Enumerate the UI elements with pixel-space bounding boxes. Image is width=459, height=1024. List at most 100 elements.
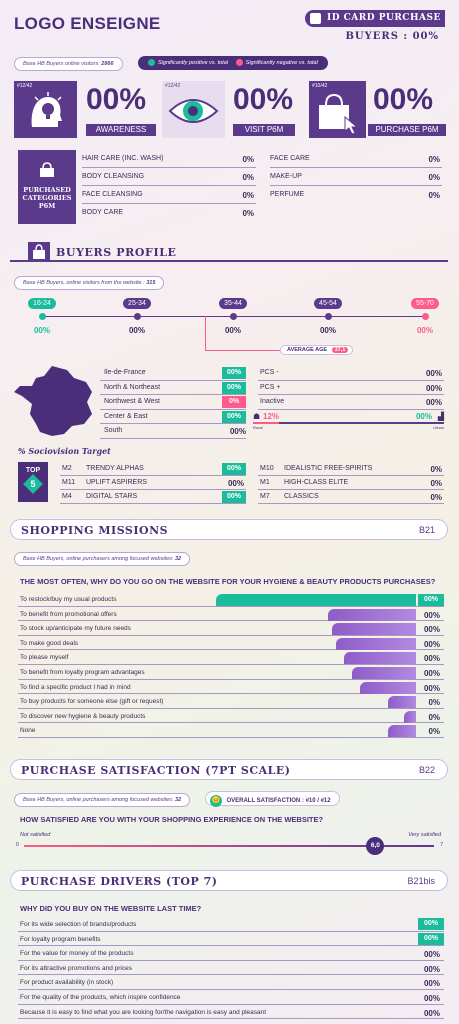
mission-label: To stock up/anticipate my future needs	[20, 625, 131, 633]
france-map-icon	[14, 366, 92, 436]
socio-code: M10	[260, 465, 274, 472]
top-number: 5	[30, 479, 36, 489]
neutral-face-icon: 😐	[210, 794, 222, 807]
list-item: BODY CARE 0%	[82, 204, 256, 222]
buyers-profile-icon-box	[28, 242, 50, 262]
list-item: Ile-de-France 00%	[100, 366, 246, 381]
satisfaction-question: HOW SATISFIED ARE YOU WITH YOUR SHOPPING…	[20, 815, 324, 824]
age-dot-icon	[325, 313, 332, 320]
satisfaction-title: PURCHASE SATISFACTION (7PT SCALE)	[21, 764, 291, 777]
socio-label: DIGITAL STARS	[86, 493, 138, 500]
mission-bar	[404, 710, 416, 723]
mission-value: 0%	[428, 712, 440, 722]
list-item: For the quality of the products, which i…	[18, 990, 444, 1005]
socio-value: 0%	[430, 479, 442, 488]
category-label: FACE CLEANSING	[82, 191, 143, 198]
list-item: To benefit from loyalty program advantag…	[18, 665, 444, 680]
regions-list: Ile-de-France 00% North & Northeast 00% Nort…	[100, 366, 246, 439]
purchase-label: PURCHASE P6M	[368, 124, 446, 136]
id-card-title: ID CARD PURCHASE	[327, 13, 441, 23]
purchase-icon-box: #10/42	[309, 81, 366, 138]
driver-label: For the quality of the products, which i…	[20, 993, 181, 1001]
satisfaction-note-value: 32	[174, 797, 182, 803]
list-item: FACE CLEANSING 0%	[82, 186, 256, 204]
mission-label: To please myself	[20, 654, 69, 662]
mission-label: To make good deals	[20, 639, 79, 647]
category-value: 0%	[428, 191, 440, 200]
category-label: PERFUME	[270, 191, 305, 198]
pcs-value: 00%	[425, 369, 442, 378]
list-item: M2 TRENDY ALPHAS 00%	[60, 462, 246, 476]
urban-label: Urban	[433, 425, 444, 430]
negative-dot-icon	[235, 59, 243, 67]
driver-value: 00%	[418, 918, 444, 930]
purchase-rank: #10/42	[312, 83, 328, 89]
eye-icon	[168, 99, 219, 123]
age-dot-icon	[230, 313, 237, 320]
region-value: 0%	[222, 396, 246, 408]
socio-label: HIGH-CLASS ELITE	[284, 479, 349, 486]
list-item: M1 HIGH-CLASS ELITE 0%	[258, 476, 444, 490]
not-satisfied-label: Not satisfied	[20, 832, 51, 838]
age-group-value: 00%	[416, 326, 433, 335]
mission-bar	[388, 696, 416, 709]
overall-satisfaction-badge: 😐 OVERALL SATISFACTION : #10 / #12	[205, 791, 340, 807]
list-item: Northwest & West 0%	[100, 395, 246, 410]
list-item: MAKE-UP 0%	[270, 168, 442, 186]
list-item: M7 CLASSICS 0%	[258, 490, 444, 504]
mission-bar	[352, 666, 416, 679]
mission-bar	[344, 652, 416, 665]
mission-label: To find a specific product I had in mind	[20, 683, 131, 691]
satisfaction-score: 6,0	[366, 837, 385, 855]
pcs-list: PCS - 00% PCS + 00% Inactive 00%	[258, 366, 444, 410]
driver-value: 00%	[423, 979, 440, 989]
purchased-categories-box: PURCHASED CATEGORIES P6M	[18, 150, 76, 224]
mission-value: 00%	[423, 639, 440, 649]
top5-diamond-icon: 5	[23, 474, 43, 494]
id-card-icon	[310, 13, 321, 24]
mission-label: To restock/buy my usual products	[20, 596, 117, 603]
awareness-rank: #12/42	[17, 83, 33, 89]
buyers-profile-note-value: 315	[146, 280, 156, 286]
list-item: None 0%	[18, 723, 444, 738]
drivers-question: WHY DID YOU BUY ON THE WEBSITE LAST TIME…	[20, 904, 202, 913]
satisfaction-note: Base HB Buyers, online purchasers among …	[14, 793, 191, 807]
list-item: To benefit from promotional offers 00%	[18, 607, 444, 622]
pcs-value: 00%	[425, 383, 442, 393]
age-group-label: 55-70	[411, 298, 439, 309]
list-item: PERFUME 0%	[270, 186, 442, 204]
mission-bar	[216, 594, 416, 606]
list-item: For the value for money of the products 0…	[18, 946, 444, 961]
mission-bar	[328, 608, 416, 621]
category-label: MAKE-UP	[270, 173, 302, 180]
overall-satisfaction-label: OVERALL SATISFACTION : #10 / #12	[226, 797, 331, 804]
list-item: HAIR CARE (INC. WASH) 0%	[82, 150, 256, 168]
age-group-label: 35-44	[219, 298, 247, 309]
lightbulb-head-icon	[31, 92, 62, 127]
socio-left-list: M2 TRENDY ALPHAS 00% M11 UPLIFT ASPIRERS 00% M…	[60, 462, 246, 504]
buyers-profile-note-prefix: Base HB Buyers, online visitors from the…	[23, 280, 147, 286]
categories-title-line3: P6M	[38, 202, 56, 210]
driver-value: 00%	[418, 932, 444, 945]
age-group-value: 00%	[33, 326, 50, 335]
average-age-value: 37,1	[331, 347, 349, 353]
list-item: North & Northeast 00%	[100, 381, 246, 395]
age-group-label: 45-54	[314, 298, 342, 309]
shopping-bag-cursor-icon	[319, 93, 359, 135]
list-item: FACE CARE 0%	[270, 150, 442, 168]
satisfaction-code: B22	[418, 765, 435, 775]
legend-negative: Significantly negative vs. total	[245, 60, 318, 66]
visit-value: 00%	[233, 83, 294, 116]
shopping-missions-header: SHOPPING MISSIONS B21	[10, 519, 448, 540]
mission-label: To benefit from promotional offers	[20, 610, 117, 618]
driver-value: 00%	[423, 964, 440, 974]
pcs-label: Inactive	[260, 398, 285, 405]
rural-urban-bar: ☗ 12% 00% ▟ Rural Urban	[253, 411, 444, 430]
sociovision-title: % Sociovision Target	[18, 446, 111, 456]
category-value: 0%	[242, 155, 254, 164]
list-item: For product availability (in stock) 00%	[18, 975, 444, 990]
socio-label: TRENDY ALPHAS	[86, 465, 144, 472]
categories-left-list: HAIR CARE (INC. WASH) 0% BODY CLEANSING …	[82, 150, 256, 222]
average-age-marker	[205, 316, 206, 350]
age-group-value: 00%	[224, 326, 241, 335]
